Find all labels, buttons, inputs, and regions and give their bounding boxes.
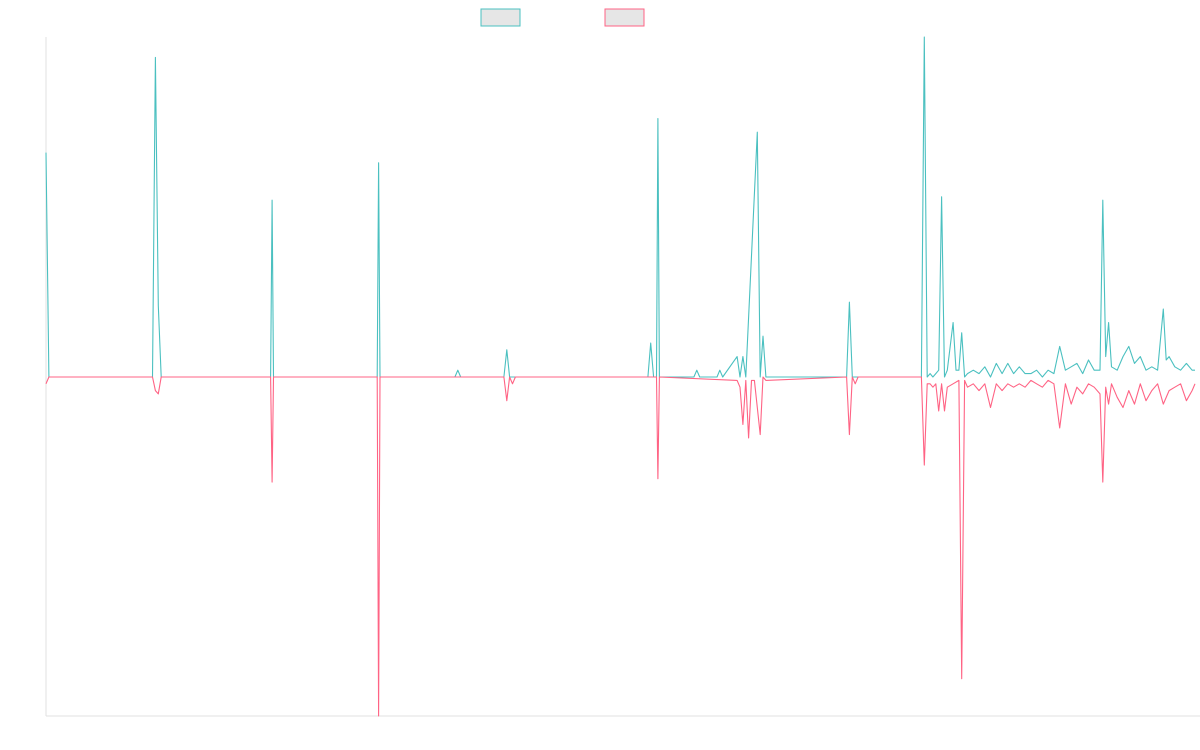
chart-axes (45, 37, 1200, 717)
series-line-1 (45, 36, 1195, 378)
legend-swatch-1[interactable] (480, 8, 521, 27)
chart-series (45, 36, 1196, 717)
legend-swatch-2[interactable] (604, 8, 645, 27)
chart-legend[interactable] (480, 8, 645, 27)
series-line-2 (45, 376, 1196, 717)
